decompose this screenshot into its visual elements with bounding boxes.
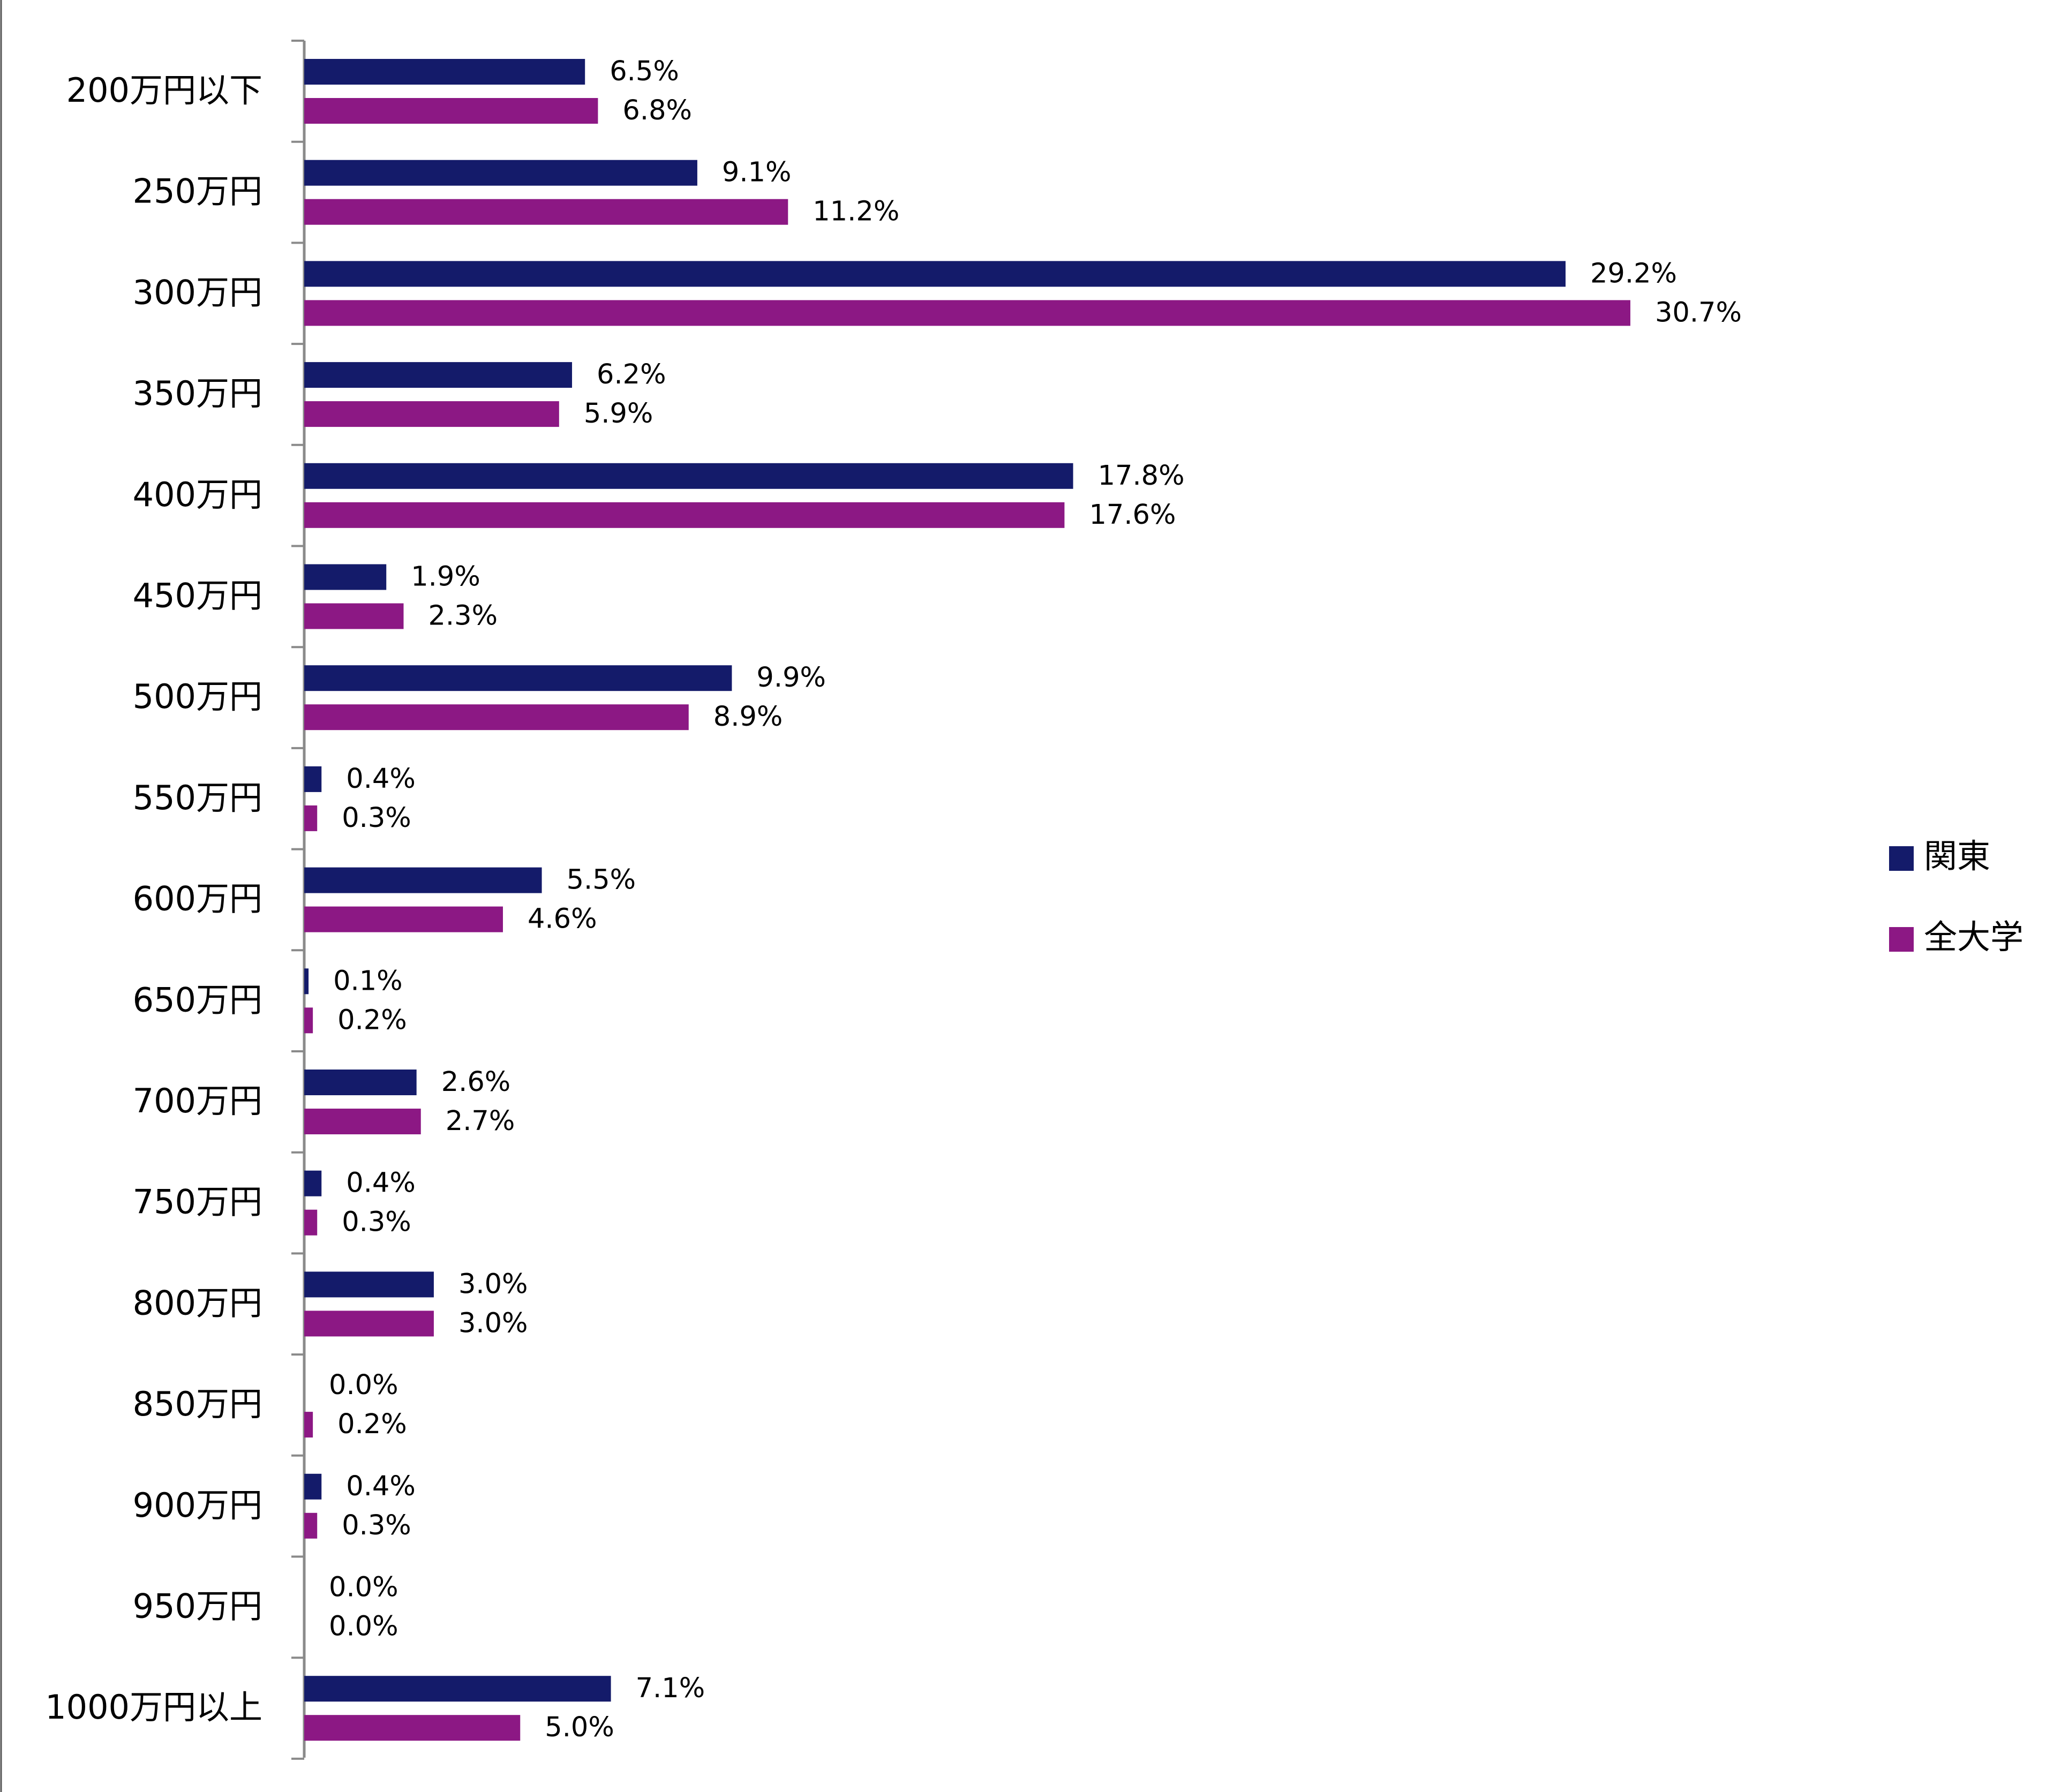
data-label-kanto: 0.4% (346, 1168, 416, 1199)
data-label-kanto: 0.1% (333, 965, 403, 997)
bar-all-universities (304, 1715, 521, 1741)
category-label: 750万円 (133, 1183, 262, 1222)
data-label-kanto: 1.9% (411, 561, 480, 593)
bar-all-universities (304, 401, 559, 427)
data-label-kanto: 0.4% (346, 763, 416, 795)
bar-kanto (304, 1676, 611, 1702)
bar-all-universities (304, 1311, 434, 1337)
data-label-all-universities: 4.6% (528, 903, 597, 935)
category-label: 900万円 (133, 1486, 262, 1525)
bar-kanto (304, 867, 542, 893)
bar-kanto (304, 261, 1566, 287)
category-axis (291, 40, 306, 1760)
data-label-all-universities: 0.2% (337, 1409, 407, 1440)
bar-all-universities (304, 603, 404, 629)
category-label: 350万円 (133, 374, 262, 413)
data-label-kanto: 5.5% (567, 864, 636, 896)
data-labels-group: 6.5% 6.8% 9.1% 11.2% 29.2% 30.7% 6.2% 5.9% 17.8%… (329, 56, 1742, 1743)
bar-kanto (304, 1170, 322, 1196)
data-label-all-universities: 11.2% (813, 196, 899, 228)
category-label: 950万円 (133, 1587, 262, 1626)
bar-all-universities (304, 1109, 421, 1134)
data-label-kanto: 29.2% (1590, 258, 1677, 289)
data-label-kanto: 17.8% (1098, 460, 1185, 492)
category-label: 200万円以下 (66, 71, 262, 110)
data-label-all-universities: 2.7% (446, 1105, 515, 1137)
data-label-all-universities: 0.3% (342, 1510, 411, 1541)
data-label-kanto: 0.0% (329, 1572, 398, 1603)
legend-swatch-kanto (1889, 846, 1914, 871)
data-label-kanto: 0.4% (346, 1471, 416, 1502)
data-label-all-universities: 0.3% (342, 802, 411, 834)
category-label: 400万円 (133, 475, 262, 514)
data-label-all-universities: 0.0% (329, 1611, 398, 1643)
data-label-all-universities: 17.6% (1089, 499, 1176, 531)
data-label-kanto: 6.5% (610, 56, 679, 87)
bar-all-universities (304, 805, 318, 831)
bar-all-universities (304, 704, 689, 731)
bar-all-universities (304, 502, 1065, 528)
bar-all-universities (304, 1512, 318, 1539)
data-label-kanto: 9.1% (722, 157, 792, 189)
bar-kanto (304, 1070, 417, 1095)
category-label: 850万円 (133, 1384, 262, 1424)
category-label: 300万円 (133, 273, 262, 312)
data-label-kanto: 3.0% (458, 1268, 528, 1300)
category-label: 650万円 (133, 980, 262, 1019)
bar-kanto (304, 362, 573, 388)
bar-kanto (304, 564, 387, 590)
data-label-all-universities: 30.7% (1655, 297, 1742, 328)
legend: 関東 全大学 (1889, 837, 2024, 957)
bar-kanto (304, 766, 322, 792)
bar-all-universities (304, 300, 1630, 326)
legend-label-kanto: 関東 (1924, 837, 1990, 876)
bar-all-universities (304, 1412, 313, 1438)
data-label-all-universities: 2.3% (428, 600, 498, 632)
bar-all-universities (304, 199, 788, 225)
data-label-kanto: 0.0% (329, 1369, 398, 1401)
data-label-all-universities: 5.0% (545, 1712, 614, 1743)
data-label-all-universities: 5.9% (584, 398, 653, 430)
category-label: 500万円 (133, 677, 262, 716)
bar-all-universities (304, 906, 503, 932)
bar-all-universities (304, 98, 598, 124)
data-label-kanto: 9.9% (756, 662, 826, 694)
bar-kanto (304, 968, 309, 995)
bar-all-universities (304, 1007, 313, 1034)
data-label-all-universities: 0.2% (337, 1004, 407, 1036)
bars-group (304, 59, 1630, 1741)
category-label: 450万円 (133, 576, 262, 615)
bar-kanto (304, 59, 585, 85)
bar-kanto (304, 1271, 434, 1298)
data-label-all-universities: 8.9% (713, 701, 783, 733)
bar-kanto (304, 463, 1073, 489)
category-label: 800万円 (133, 1283, 262, 1322)
legend-label-all-universities: 全大学 (1924, 917, 2024, 957)
bar-kanto (304, 1473, 322, 1500)
category-label: 600万円 (133, 879, 262, 918)
data-label-kanto: 7.1% (636, 1673, 705, 1704)
category-label: 550万円 (133, 778, 262, 817)
category-label: 1000万円以上 (45, 1688, 262, 1727)
bar-kanto (304, 160, 697, 186)
data-label-kanto: 6.2% (597, 359, 666, 390)
category-labels-group: 200万円以下 250万円 300万円 350万円 400万円 450万円 500万円 550… (45, 71, 262, 1727)
category-label: 250万円 (133, 172, 262, 211)
legend-swatch-all-universities (1889, 927, 1914, 952)
data-label-all-universities: 0.3% (342, 1207, 411, 1238)
bar-kanto (304, 665, 732, 691)
category-label: 700万円 (133, 1081, 262, 1120)
data-label-all-universities: 6.8% (622, 95, 692, 126)
data-label-all-universities: 3.0% (458, 1307, 528, 1339)
data-label-kanto: 2.6% (441, 1066, 511, 1098)
bar-all-universities (304, 1209, 318, 1236)
